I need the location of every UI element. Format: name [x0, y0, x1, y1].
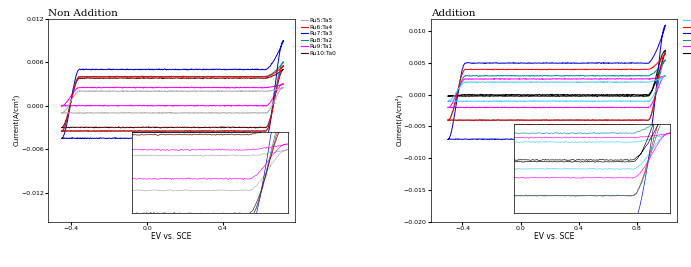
X-axis label: EV vs. SCE: EV vs. SCE	[151, 232, 192, 241]
Y-axis label: Current(A/cm²): Current(A/cm²)	[12, 94, 20, 146]
Text: Addition: Addition	[430, 9, 475, 18]
Y-axis label: Current(A/cm²): Current(A/cm²)	[395, 94, 402, 146]
Text: Non Addition: Non Addition	[48, 9, 118, 18]
Legend: Ru5:Ta5, Ru6:Ta4, Ru7:Ta3, Ru8:Ta2, Ru9:Ta1, Ru10:Ta0: Ru5:Ta5, Ru6:Ta4, Ru7:Ta3, Ru8:Ta2, Ru9:…	[301, 18, 337, 57]
X-axis label: EV vs. SCE: EV vs. SCE	[533, 232, 574, 241]
Legend: Ru5:Ta5, Ru6:Ta4, Ru7:Ta3, Ru8:Ta2, Ru9:Ta1, Ru10:Ta0: Ru5:Ta5, Ru6:Ta4, Ru7:Ta3, Ru8:Ta2, Ru9:…	[683, 18, 691, 57]
